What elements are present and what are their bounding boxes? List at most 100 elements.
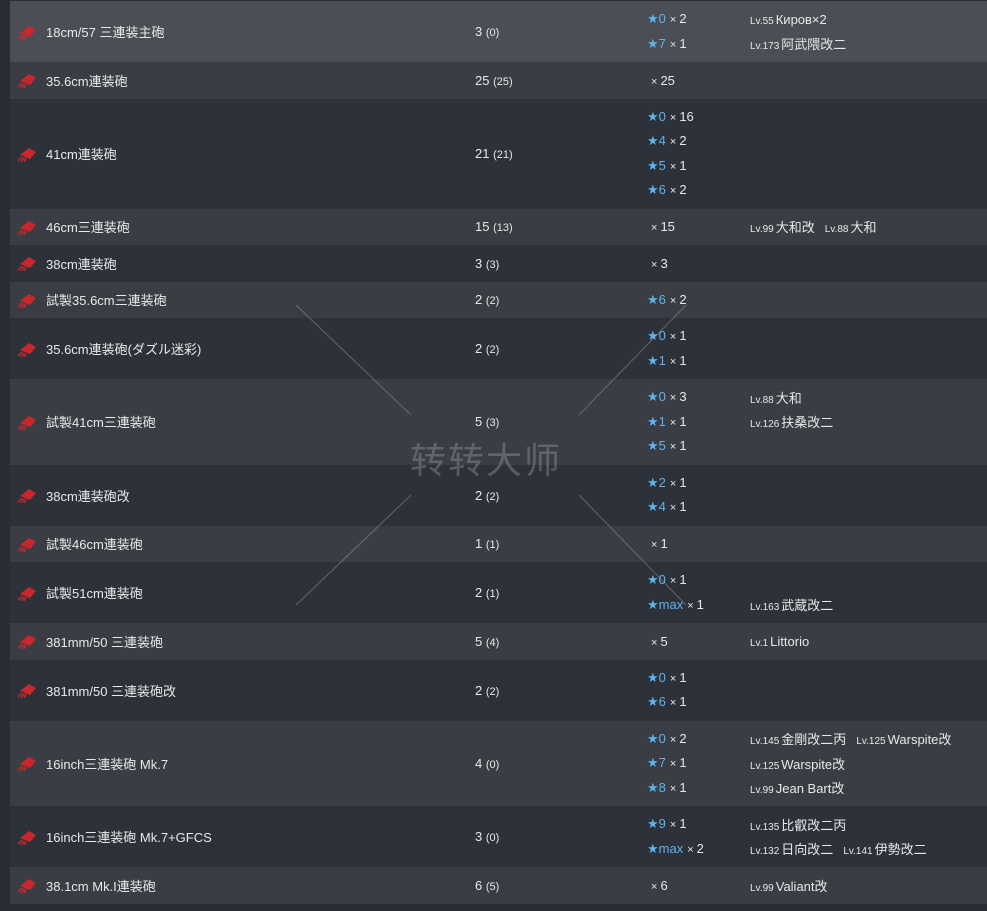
improvement-list: ★0 × 1 ★max × 1 Lv.163 武蔵改二 <box>647 568 987 617</box>
ship-list: Lv.99 大和改 Lv.88 大和 <box>750 217 877 236</box>
table-row[interactable]: 18cm/57 三連装主砲 3 (0) ★0 × 2 Lv.55 Киров×2 ★7… <box>10 1 987 62</box>
equipment-count: 15 (13) <box>475 219 647 234</box>
table-row[interactable]: 試製51cm連装砲 2 (1) ★0 × 1 ★max × 1 Lv.163 武蔵改二 <box>10 562 987 623</box>
improvement-line: ★5 × 1 <box>647 434 987 459</box>
ship-level: Lv.88 <box>750 394 774 406</box>
quantity: 1 <box>679 694 687 710</box>
ship-level: Lv.99 <box>750 785 774 797</box>
table-row[interactable]: 41cm連装砲 21 (21) ★0 × 16 ★4 × 2 ★5 × 1 ★6 × 2 <box>10 98 987 209</box>
equipment-count: 2 (1) <box>475 585 647 600</box>
table-row[interactable]: 試製46cm連装砲 1 (1) × 1 <box>10 525 987 562</box>
times-sign: × <box>651 222 658 235</box>
improvement-line: × 15 Lv.99 大和改 Lv.88 大和 <box>647 215 987 240</box>
quantity: 1 <box>679 499 687 515</box>
equipment-name: 試製51cm連装砲 <box>46 586 143 601</box>
improvement-list: ★0 × 16 ★4 × 2 ★5 × 1 ★6 × 2 <box>647 105 987 203</box>
table-row[interactable]: 381mm/50 三連装砲改 2 (2) ★0 × 1 ★6 × 1 <box>10 659 987 721</box>
star-level: ★max <box>647 596 684 612</box>
ship-name: Warspite改 <box>887 732 952 748</box>
star-level: ★8 <box>647 779 666 795</box>
quantity: 6 <box>660 877 668 893</box>
improvement-line: ★1 × 1 <box>647 349 987 374</box>
ship-level: Lv.55 <box>750 15 774 27</box>
improvement-line: ★0 × 2 Lv.145 金剛改二丙 Lv.125 Warspite改 <box>647 727 987 752</box>
times-sign: × <box>669 355 677 368</box>
quantity: 1 <box>679 572 687 588</box>
equipment-count: 25 (25) <box>475 73 647 88</box>
ship-list: Lv.135 比叡改二丙 <box>750 815 846 834</box>
ship-name: Warspite改 <box>781 756 846 772</box>
quantity: 2 <box>696 840 704 856</box>
equipment-count: 3 (0) <box>475 829 647 844</box>
ship-level: Lv.145 <box>750 736 780 748</box>
table-row[interactable]: 35.6cm連装砲(ダズル迷彩) 2 (2) ★0 × 1 ★1 × 1 <box>10 318 987 379</box>
star-level: ★9 <box>647 816 666 832</box>
improvement-line: ★4 × 2 <box>647 129 987 154</box>
table-row[interactable]: 試製41cm三連装砲 5 (3) ★0 × 3 Lv.88 大和 ★1 × 1 Lv.12… <box>10 379 987 465</box>
times-sign: × <box>651 539 658 552</box>
total-count: 6 <box>475 877 483 893</box>
table-row[interactable]: 38cm連装砲改 2 (2) ★2 × 1 ★4 × 1 <box>10 464 987 526</box>
star-level: ★0 <box>647 328 666 344</box>
times-sign: × <box>669 331 677 344</box>
table-row[interactable]: 46cm三連装砲 15 (13) × 15 Lv.99 大和改 Lv.88 大和 <box>10 208 987 245</box>
improvement-list: ★6 × 2 <box>647 288 987 313</box>
equipment-count: 3 (0) <box>475 24 647 39</box>
table-row[interactable]: 381mm/50 三連装砲 5 (4) × 5 Lv.1 Littorio <box>10 623 987 660</box>
table-row[interactable]: 35.6cm連装砲 25 (25) × 25 <box>10 62 987 99</box>
main-gun-icon <box>10 829 46 845</box>
table-row[interactable]: 16inch三連装砲 Mk.7+GFCS 3 (0) ★9 × 1 Lv.135 比叡… <box>10 806 987 867</box>
improvement-line: ★max × 2 Lv.132 日向改二 Lv.141 伊勢改二 <box>647 837 987 862</box>
total-count: 2 <box>475 341 483 356</box>
quantity: 2 <box>679 291 687 307</box>
improvement-line: ★6 × 2 <box>647 178 987 203</box>
spare-count: (13) <box>493 222 513 235</box>
ship-level: Lv.163 <box>750 602 780 614</box>
spare-count: (0) <box>485 832 500 844</box>
ship-name: Jean Bart改 <box>775 781 845 797</box>
improvement-line: ★2 × 1 <box>647 471 987 496</box>
main-gun-icon <box>10 255 46 272</box>
star-level: ★5 <box>647 157 666 173</box>
table-row[interactable]: 38.1cm Mk.I連装砲 6 (5) × 6 Lv.99 Valiant改 <box>10 867 987 904</box>
equipment-name: 試製35.6cm三連装砲 <box>46 293 167 309</box>
times-sign: × <box>669 477 677 490</box>
main-gun-icon <box>10 24 46 40</box>
quantity: 1 <box>679 35 687 51</box>
table-row[interactable]: 38cm連装砲 3 (3) × 3 <box>10 245 987 282</box>
star-level: ★5 <box>647 438 666 454</box>
total-count: 2 <box>475 585 483 600</box>
ship-level: Lv.173 <box>750 41 780 53</box>
equipment-count: 3 (3) <box>475 256 647 271</box>
ship-level: Lv.125 <box>750 760 780 772</box>
quantity: 1 <box>679 474 687 490</box>
times-sign: × <box>669 294 677 307</box>
ship-entry: Lv.145 金剛改二丙 <box>750 729 846 748</box>
ship-entry: Lv.173 阿武隈改二 <box>750 34 846 53</box>
improvement-line: ★1 × 1 Lv.126 扶桑改二 <box>647 410 987 435</box>
star-level: ★7 <box>647 755 666 771</box>
times-sign: × <box>669 441 677 454</box>
ship-list: Lv.55 Киров×2 <box>750 12 827 27</box>
improvement-line: ★0 × 1 <box>647 666 987 691</box>
equipment-name: 35.6cm連装砲(ダズル迷彩) <box>46 342 202 357</box>
table-row[interactable]: 試製35.6cm三連装砲 2 (2) ★6 × 2 <box>10 281 987 318</box>
times-sign: × <box>669 733 677 746</box>
ship-name: Littorio <box>770 633 810 649</box>
equipment-name: 381mm/50 三連装砲改 <box>46 683 177 699</box>
improvement-list: × 6 Lv.99 Valiant改 <box>647 873 987 898</box>
equipment-count: 2 (2) <box>475 292 647 307</box>
equipment-name: 38cm連装砲改 <box>46 488 130 504</box>
improvement-line: ★0 × 1 <box>647 568 987 593</box>
improvement-list: ★0 × 1 ★6 × 1 <box>647 666 987 715</box>
ship-list: Lv.163 武蔵改二 <box>750 595 833 614</box>
ship-name: 扶桑改二 <box>781 415 834 431</box>
table-row[interactable]: 16inch三連装砲 Mk.7 4 (0) ★0 × 2 Lv.145 金剛改二丙 Lv… <box>10 720 987 806</box>
ship-level: Lv.99 <box>750 882 774 894</box>
quantity: 1 <box>679 755 687 771</box>
improvement-line: ★6 × 2 <box>647 288 987 313</box>
total-count: 21 <box>475 146 490 161</box>
total-count: 5 <box>475 414 483 430</box>
ship-name: Киров×2 <box>775 11 827 27</box>
ship-list: Lv.99 Valiant改 <box>750 876 828 895</box>
